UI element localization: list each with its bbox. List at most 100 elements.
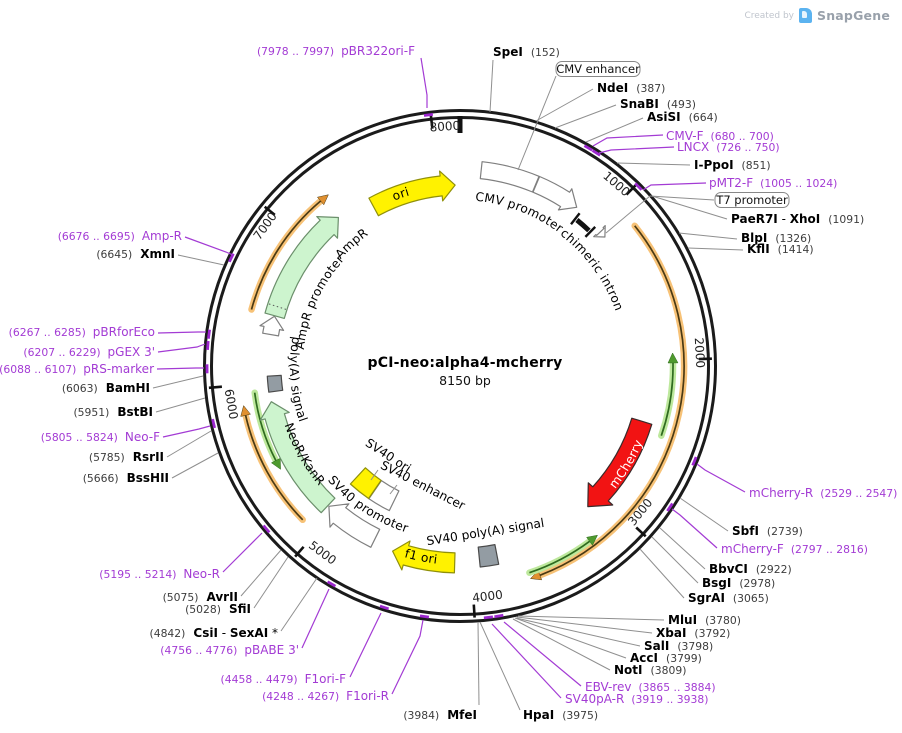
- primer-tick-LNCX: [591, 149, 601, 157]
- enzyme-label-XmnI[interactable]: (6645) XmnI: [96, 247, 225, 266]
- primer-label-pMT2-F[interactable]: pMT2-F (1005 .. 1024): [642, 176, 837, 191]
- primer-label-F1ori-R[interactable]: (4248 .. 4267) F1ori-R: [262, 619, 424, 703]
- primer-label-pRS-marker[interactable]: (6088 .. 6107) pRS-marker: [0, 362, 204, 376]
- enzyme-label-NdeI[interactable]: NdeI (387): [535, 81, 665, 122]
- primer-label-mCherry-F[interactable]: mCherry-F (2797 .. 2816): [671, 508, 868, 556]
- enzyme-label-SgrAI[interactable]: SgrAI (3065): [639, 548, 769, 605]
- svg-text:SbfI(2739): SbfI (2739): [732, 524, 803, 538]
- snapgene-brand-text: SnapGene: [817, 8, 890, 23]
- primer-label-pBR322ori-F[interactable]: (7978 .. 7997) pBR322ori-F: [257, 44, 428, 108]
- enzyme-label-I-PpoI[interactable]: I-PpoI (851): [616, 158, 771, 172]
- svg-text:XbaI(3792): XbaI (3792): [656, 626, 730, 640]
- enzyme-label-SfiI[interactable]: (5028) SfiI: [185, 556, 289, 616]
- enzyme-label-BsgI[interactable]: BsgI (2978): [651, 536, 775, 590]
- svg-text:(4458 .. 4479)F1ori-F: (4458 .. 4479) F1ori-F: [221, 672, 347, 686]
- svg-text:(6088 .. 6107)pRS-marker: (6088 .. 6107) pRS-marker: [0, 362, 154, 376]
- boxed-labels: CMV enhancer T7 promoter: [517, 61, 790, 234]
- feature-orf-neo-green[interactable]: [251, 389, 281, 470]
- svg-text:mCherry-R(2529 .. 2547): mCherry-R (2529 .. 2547): [749, 486, 897, 500]
- enzyme-label-NotI[interactable]: NotI (3809): [512, 618, 686, 677]
- enzyme-label-KflI[interactable]: KflI (1414): [687, 242, 814, 256]
- enzyme-label-HpaI[interactable]: HpaI (3975): [479, 621, 598, 722]
- svg-text:(5951)BstBI: (5951) BstBI: [73, 405, 153, 419]
- primer-label-pBABE 3'[interactable]: (4756 .. 4776) pBABE 3': [160, 588, 330, 657]
- enzyme-label-SpeI[interactable]: SpeI (152): [489, 45, 560, 113]
- primer-labels: (7978 .. 7997) pBR322ori-F CMV-F (680 .. 70…: [0, 44, 897, 706]
- primer-label-pGEX 3'[interactable]: (6207 .. 6229) pGEX 3': [23, 343, 206, 359]
- feature-orf-green-2[interactable]: [526, 534, 598, 576]
- enzyme-label-SbfI[interactable]: SbfI (2739): [679, 497, 803, 538]
- enzyme-label-BlpI[interactable]: BlpI (1326): [678, 231, 811, 245]
- feature-orf-amp-orange[interactable]: [248, 194, 329, 313]
- svg-text:AsiSI(664): AsiSI (664): [647, 110, 718, 124]
- enzyme-label-MluI[interactable]: MluI (3780): [517, 613, 741, 627]
- feature-f1-ori[interactable]: [392, 540, 456, 574]
- enzyme-label-AsiSI[interactable]: AsiSI (664): [585, 110, 718, 143]
- feature-t7-promoter[interactable]: [593, 225, 606, 238]
- primer-label-SV40pA-R[interactable]: SV40pA-R (3919 .. 3938): [491, 623, 708, 706]
- feature-orf-right[interactable]: [529, 222, 688, 581]
- tick-label-2000: 2000: [692, 337, 708, 368]
- t7-promoter-label[interactable]: T7 promoter: [605, 192, 790, 234]
- enzyme-label-SalI[interactable]: SalI (3798): [515, 617, 713, 653]
- svg-text:(6645)XmnI: (6645) XmnI: [96, 247, 175, 261]
- feature-ampr-promoter[interactable]: [259, 315, 285, 337]
- primer-label-Neo-R[interactable]: (5195 .. 5214) Neo-R: [99, 532, 263, 581]
- feature-label-sv40-late-polya[interactable]: SV40 poly(A) signal: [425, 516, 545, 548]
- enzyme-label-MfeI[interactable]: (3984) MfeI: [403, 621, 480, 722]
- enzyme-label-BstBI[interactable]: (5951) BstBI: [73, 397, 206, 419]
- snapgene-watermark: Created by SnapGene: [744, 8, 890, 23]
- enzyme-label-XbaI[interactable]: XbaI (3792): [516, 616, 730, 640]
- primer-label-EBV-rev[interactable]: EBV-rev (3865 .. 3884): [503, 621, 716, 694]
- primer-label-CMV-F[interactable]: CMV-F (680 .. 700): [592, 129, 774, 147]
- feature-ampr[interactable]: [264, 216, 339, 319]
- feature-orf-neo-orange[interactable]: [240, 405, 306, 524]
- enzyme-label-RsrII[interactable]: (5785) RsrII: [89, 430, 212, 464]
- feature-sv40-promoter[interactable]: [328, 503, 381, 548]
- feature-label-ori[interactable]: ori: [289, 185, 565, 317]
- primer-label-Neo-F[interactable]: (5805 .. 5824) Neo-F: [41, 425, 211, 444]
- primer-label-mCherry-R[interactable]: mCherry-R (2529 .. 2547): [696, 463, 897, 500]
- feature-polya-signal[interactable]: [266, 374, 284, 393]
- primer-label-F1ori-F[interactable]: (4458 .. 4479) F1ori-F: [221, 612, 382, 686]
- svg-text:(5666)BssHII: (5666) BssHII: [83, 471, 169, 485]
- map-features: [240, 161, 688, 581]
- enzyme-label-BssHII[interactable]: (5666) BssHII: [83, 452, 219, 485]
- feature-sv40-late-polya[interactable]: [477, 544, 500, 568]
- svg-text:BlpI(1326): BlpI (1326): [741, 231, 811, 245]
- primer-label-Amp-R[interactable]: (6676 .. 6695) Amp-R: [58, 229, 234, 256]
- svg-text:(6063)BamHI: (6063) BamHI: [62, 381, 150, 395]
- primer-label-LNCX[interactable]: LNCX (726 .. 750): [598, 140, 780, 154]
- enzyme-label-AccI[interactable]: AccI (3799): [514, 617, 702, 665]
- svg-text:KflI(1414): KflI (1414): [747, 242, 814, 256]
- svg-text:CMV-F(680 .. 700): CMV-F (680 .. 700): [666, 129, 774, 143]
- enzyme-label-AvrII[interactable]: (5075) AvrII: [163, 549, 282, 604]
- feature-cmv-enhancer[interactable]: [479, 161, 540, 193]
- primer-tick-pGEX 3': [206, 340, 210, 351]
- svg-text:ori: ori: [390, 185, 411, 204]
- enzyme-label-PaeR7I-XhoI[interactable]: PaeR7I - XhoI (1091): [651, 195, 864, 226]
- svg-text:MluI(3780): MluI (3780): [668, 613, 741, 627]
- primer-tick-SV40pA-R: [483, 615, 494, 620]
- feature-mcherry[interactable]: [587, 417, 653, 508]
- enzyme-label-SnaBI[interactable]: SnaBI (493): [554, 97, 696, 129]
- primer-label-pBRforEco[interactable]: (6267 .. 6285) pBRforEco: [9, 325, 206, 339]
- feature-cmv-promoter[interactable]: [532, 175, 578, 211]
- enzyme-label-BamHI[interactable]: (6063) BamHI: [62, 375, 204, 395]
- feature-neor-kanr[interactable]: [259, 401, 336, 514]
- enzyme-label-BbvCI[interactable]: BbvCI (2922): [659, 527, 792, 576]
- feature-ori[interactable]: [368, 170, 456, 217]
- cmv-enhancer-label[interactable]: CMV enhancer: [517, 61, 641, 171]
- primer-tick-EBV-rev: [494, 613, 504, 619]
- primer-tick-mCherry-F: [666, 502, 674, 512]
- feature-sv40-ori[interactable]: [349, 467, 382, 500]
- enzyme-label-CsiI-SexAI[interactable]: (4842) CsiI - SexAI *: [149, 577, 318, 640]
- feature-chimeric-intron[interactable]: [570, 212, 597, 238]
- svg-text:SpeI(152): SpeI (152): [493, 45, 560, 59]
- svg-text:(5195 .. 5214)Neo-R: (5195 .. 5214) Neo-R: [99, 567, 220, 581]
- svg-text:(4248 .. 4267)F1ori-R: (4248 .. 4267) F1ori-R: [262, 689, 389, 703]
- feature-orf-green-1[interactable]: [658, 352, 679, 439]
- created-by-text: Created by: [744, 10, 794, 21]
- feature-label-sv40-promoter[interactable]: SV40 promoter: [285, 371, 524, 541]
